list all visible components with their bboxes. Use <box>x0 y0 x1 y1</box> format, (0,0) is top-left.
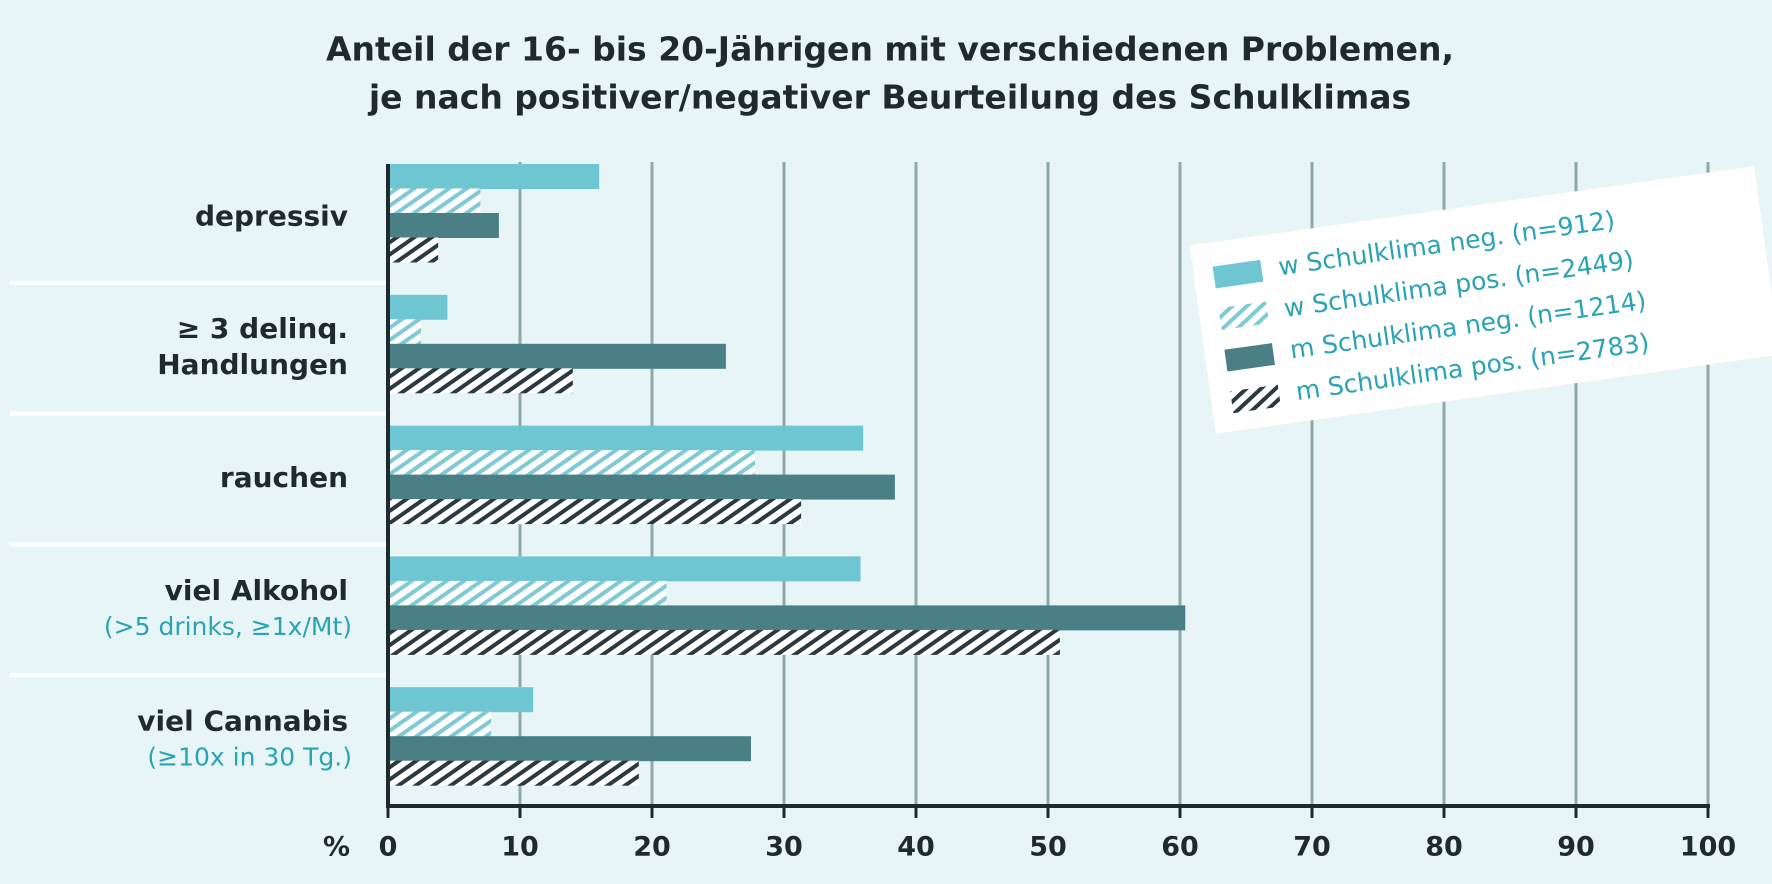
bar <box>388 450 755 476</box>
category-label: viel Cannabis <box>137 705 348 738</box>
legend-swatch <box>1230 384 1281 414</box>
background <box>12 10 1762 874</box>
chart-title: je nach positiver/negativer Beurteilung … <box>367 78 1411 117</box>
x-axis-label: % <box>323 832 350 863</box>
bar <box>388 164 600 189</box>
bar <box>388 425 864 451</box>
bar <box>388 580 667 606</box>
bar <box>388 188 481 214</box>
category-label: Handlungen <box>157 348 348 381</box>
bar <box>388 736 751 762</box>
legend: w Schulklima neg. (n=912)w Schulklima po… <box>1189 166 1772 434</box>
separator <box>10 673 386 678</box>
bar <box>388 474 895 500</box>
bar <box>388 368 573 394</box>
bar <box>388 294 448 320</box>
legend-swatch <box>1224 343 1275 372</box>
bar <box>388 343 726 369</box>
bar <box>388 319 421 345</box>
x-tick-label: 40 <box>897 832 935 863</box>
separator <box>10 411 386 416</box>
x-tick-label: 90 <box>1557 832 1595 863</box>
bar <box>388 760 639 786</box>
category-label: ≥ 3 delinq. <box>177 312 348 345</box>
legend-swatch <box>1218 301 1270 330</box>
category-note: (>5 drinks, ≥1x/Mt) <box>104 612 352 641</box>
x-tick-label: 60 <box>1161 832 1199 863</box>
x-tick-label: 70 <box>1293 832 1331 863</box>
x-tick-label: 30 <box>765 832 803 863</box>
x-tick-label: 80 <box>1425 832 1463 863</box>
bar <box>388 711 491 737</box>
x-tick-label: 20 <box>633 832 671 863</box>
category-label: depressiv <box>195 199 348 232</box>
x-tick-label: 100 <box>1680 832 1736 863</box>
bar <box>388 213 499 238</box>
category-label: viel Alkohol <box>165 574 348 607</box>
separator <box>10 542 386 547</box>
x-tick-label: 10 <box>501 832 539 863</box>
separator <box>10 280 386 285</box>
legend-swatch <box>1212 259 1264 289</box>
bar <box>388 629 1060 655</box>
chart-title: Anteil der 16- bis 20-Jährigen mit versc… <box>326 30 1454 69</box>
category-note: (≥10x in 30 Tg.) <box>147 743 352 772</box>
legend-box <box>1189 166 1772 434</box>
bar <box>388 687 534 713</box>
x-tick-label: 0 <box>379 832 398 863</box>
x-tick-label: 50 <box>1029 832 1067 863</box>
category-label: rauchen <box>220 461 348 494</box>
bar <box>388 605 1186 631</box>
bar <box>388 237 439 263</box>
bar <box>388 556 861 582</box>
bar <box>388 499 802 525</box>
